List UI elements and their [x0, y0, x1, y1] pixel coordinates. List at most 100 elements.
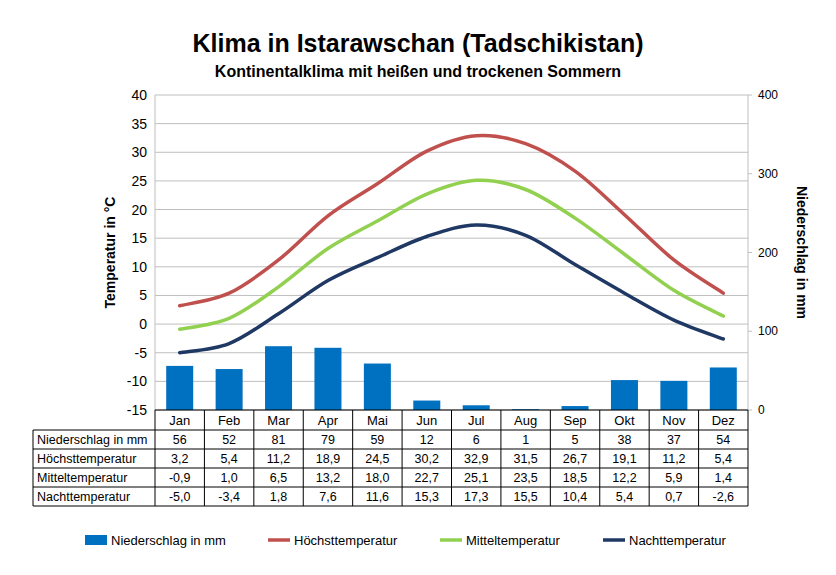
table-cell: 23,5 — [513, 471, 537, 485]
table-cell: 56 — [173, 433, 187, 447]
table-row-header: Mitteltemperatur — [37, 471, 127, 485]
table-cell: 5,4 — [616, 490, 633, 504]
bar — [710, 367, 737, 410]
legend-label: Höchsttemperatur — [294, 533, 398, 548]
table-cell: -5,0 — [169, 490, 191, 504]
background — [0, 0, 836, 575]
table-cell: 24,5 — [365, 452, 389, 466]
y2-tick-label: 200 — [758, 246, 778, 260]
table-line — [33, 430, 34, 506]
table-cell: 18,0 — [365, 471, 389, 485]
table-cell: 13,2 — [316, 471, 340, 485]
bar — [562, 406, 589, 410]
table-cell: 15,5 — [513, 490, 537, 504]
bar — [413, 401, 440, 410]
table-line — [303, 410, 304, 506]
x-tick-label: Sep — [563, 413, 586, 428]
grid-line — [155, 180, 748, 181]
x-tick-label: Apr — [318, 413, 339, 428]
y-tick-label: 25 — [131, 173, 147, 189]
grid-line — [155, 381, 748, 382]
y2-tick — [748, 331, 752, 332]
table-cell: 10,4 — [563, 490, 587, 504]
table-line — [599, 410, 600, 506]
bar — [216, 369, 243, 410]
bar — [265, 346, 292, 410]
bar — [463, 405, 490, 410]
table-cell: 19,1 — [612, 452, 636, 466]
table-line — [402, 410, 403, 506]
table-cell: 5,4 — [715, 452, 732, 466]
table-cell: 26,7 — [563, 452, 587, 466]
table-cell: 5,4 — [220, 452, 237, 466]
legend-swatch — [603, 538, 625, 542]
table-cell: 12,2 — [612, 471, 636, 485]
grid-line — [155, 352, 748, 353]
table-cell: 38 — [618, 433, 632, 447]
table-cell: 81 — [272, 433, 286, 447]
table-cell: 5,9 — [665, 471, 682, 485]
y2-axis-label: Niederschlag in mm — [794, 186, 810, 319]
table-cell: 18,9 — [316, 452, 340, 466]
table-line — [550, 410, 551, 506]
bar — [314, 348, 341, 410]
data-table: JanFebMarAprMaiJunJulAugSepOktNovDezNied… — [33, 410, 748, 506]
x-tick-label: Dez — [712, 413, 735, 428]
table-cell: 0,7 — [665, 490, 682, 504]
legend: Niederschlag in mmHöchsttemperaturMittel… — [85, 533, 726, 548]
table-cell: 11,6 — [366, 490, 389, 504]
grid-line — [155, 324, 748, 325]
line — [180, 225, 724, 353]
y2-tick-label: 100 — [758, 324, 778, 338]
table-row-header: Nachttemperatur — [37, 490, 130, 504]
table-cell: -3,4 — [218, 490, 240, 504]
y-tick-label: 15 — [131, 230, 147, 246]
table-cell: 1,4 — [715, 471, 732, 485]
bar — [364, 364, 391, 410]
title: Klima in Istarawschan (Tadschikistan) — [192, 29, 643, 57]
x-tick-label: Mar — [267, 413, 290, 428]
table-cell: 54 — [716, 433, 730, 447]
table-cell: 32,9 — [464, 452, 488, 466]
y-tick-label: 40 — [131, 87, 147, 103]
y-tick-label: -5 — [135, 345, 148, 361]
bar — [660, 381, 687, 410]
table-cell: -2,6 — [713, 490, 735, 504]
y2-axis — [748, 95, 749, 410]
table-cell: 22,7 — [415, 471, 439, 485]
x-tick-label: Aug — [514, 413, 537, 428]
legend-swatch — [268, 538, 290, 542]
table-line — [748, 410, 749, 506]
table-cell: -0,9 — [169, 471, 191, 485]
table-line — [33, 449, 748, 450]
table-cell: 25,1 — [464, 471, 488, 485]
table-cell: 1,0 — [220, 471, 237, 485]
table-line — [352, 410, 353, 506]
legend-swatch — [85, 535, 107, 545]
y2-tick-label: 0 — [758, 403, 765, 417]
table-cell: 30,2 — [415, 452, 439, 466]
bar — [611, 380, 638, 410]
y-tick-label: 20 — [131, 202, 147, 218]
table-cell: 1,8 — [270, 490, 287, 504]
y-tick-label: 5 — [139, 287, 147, 303]
y-tick-label: -15 — [127, 402, 147, 418]
x-tick-label: Feb — [218, 413, 240, 428]
legend-swatch — [440, 538, 462, 542]
table-line — [253, 410, 254, 506]
plot-area — [166, 135, 737, 410]
table-cell: 79 — [321, 433, 335, 447]
table-line — [33, 430, 748, 431]
table-line — [155, 410, 156, 506]
x-tick-label: Okt — [614, 413, 635, 428]
y2-tick — [748, 173, 752, 174]
y2-tick-label: 400 — [758, 88, 778, 102]
table-cell: 7,6 — [319, 490, 336, 504]
table-cell: 18,5 — [563, 471, 587, 485]
grid-line — [155, 95, 748, 96]
table-cell: 6 — [473, 433, 480, 447]
table-line — [649, 410, 650, 506]
table-cell: 3,2 — [171, 452, 188, 466]
y2-tick — [748, 95, 752, 96]
line — [180, 180, 724, 329]
